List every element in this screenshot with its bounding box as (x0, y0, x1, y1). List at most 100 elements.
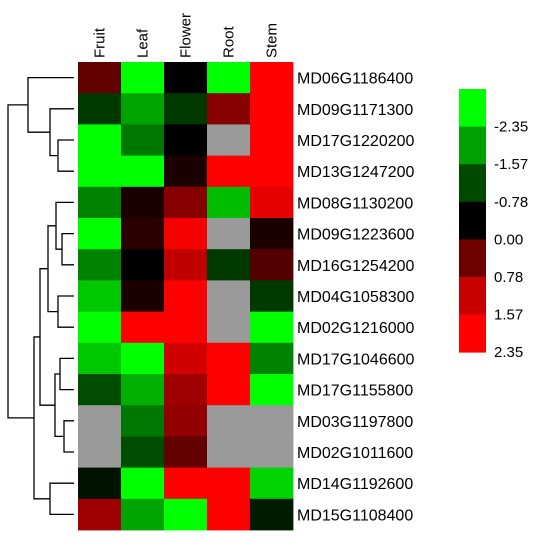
heatmap-cell (164, 186, 208, 219)
legend-label: 0.78 (494, 269, 523, 286)
legend-swatch (459, 164, 486, 203)
color-legend: -2.35 -1.57 -0.78 0.00 0.78 1.57 2.35 (459, 89, 528, 361)
heatmap-cell (121, 405, 165, 437)
heatmap-cell (78, 436, 122, 468)
dendrogram-branch (57, 295, 74, 328)
heatmap-cell (207, 62, 251, 94)
heatmap-cell (121, 62, 165, 94)
row-label: MD02G1011600 (297, 445, 413, 462)
row-label: MD09G1223600 (297, 227, 415, 244)
legend-swatch (459, 126, 486, 165)
heatmap-cell (78, 155, 122, 188)
heatmap-cell (78, 62, 122, 94)
heatmap-cell (164, 62, 208, 94)
heatmap-cell (78, 311, 122, 344)
heatmap-cell (164, 93, 208, 125)
heatmap-cell (207, 467, 251, 500)
dendrogram-branch (57, 139, 74, 172)
heatmap-cell (164, 374, 208, 406)
heatmap-cell (78, 498, 122, 531)
heatmap-cell (78, 280, 122, 312)
column-label: Leaf (135, 28, 152, 58)
heatmap-cell (207, 374, 251, 406)
legend-label: -1.57 (494, 156, 528, 173)
dendrogram-branch (63, 420, 74, 453)
heatmap-cell (207, 342, 251, 375)
legend-swatch (459, 277, 486, 315)
heatmap-cell (207, 155, 251, 188)
row-labels: MD06G1186400 MD09G1171300 MD17G1220200 MD13… (297, 71, 415, 525)
legend-swatch (459, 314, 486, 353)
row-label: MD06G1186400 (297, 71, 413, 88)
heatmap-cell (78, 93, 122, 125)
legend-label: 2.35 (494, 344, 523, 361)
heatmap-cell (78, 467, 122, 500)
heatmap-cell (207, 311, 251, 344)
row-label: MD04G1058300 (297, 289, 415, 306)
heatmap-cell (207, 498, 251, 531)
heatmap-cell (207, 436, 251, 468)
heatmap-cell (164, 342, 208, 375)
row-dendrogram (7, 76, 74, 516)
heatmap-cell (78, 374, 122, 406)
row-label: MD17G1155800 (297, 383, 413, 400)
dendrogram-branch (59, 357, 74, 391)
heatmap-cell (250, 62, 294, 94)
heatmap-cell (164, 155, 208, 188)
heatmap-cell (250, 498, 294, 531)
column-label: Flower (178, 13, 195, 58)
heatmap-cell (121, 498, 165, 531)
dendrogram-branch (61, 232, 74, 266)
column-label: Root (221, 25, 238, 58)
heatmap-cell (121, 124, 165, 156)
heatmap-cell (121, 186, 165, 219)
heatmap-cell (250, 155, 294, 188)
heatmap-cell (78, 405, 122, 437)
heatmap-cell (121, 436, 165, 468)
heatmap-cell (121, 467, 165, 500)
legend-label: 0.00 (494, 231, 523, 248)
heatmap-cell (78, 342, 122, 375)
heatmap-cell (121, 311, 165, 344)
row-label: MD08G1130200 (297, 195, 413, 212)
heatmap-cell (250, 311, 294, 344)
row-label: MD17G1046600 (297, 351, 415, 368)
heatmap-cell (164, 280, 208, 312)
heatmap-cell (121, 93, 165, 125)
row-label: MD03G1197800 (297, 414, 413, 431)
heatmap-cell (207, 405, 251, 437)
heatmap-cell (207, 93, 251, 125)
dendrogram-branch (49, 108, 74, 157)
heatmap-cell (78, 218, 122, 250)
heatmap-cell (164, 405, 208, 437)
heatmap-cell (250, 218, 294, 250)
row-label: MD16G1254200 (297, 258, 415, 275)
legend-swatch (459, 89, 486, 127)
heatmap-cell (250, 467, 294, 500)
row-label: MD15G1108400 (297, 507, 413, 524)
heatmap-cell (250, 405, 294, 437)
column-label: Fruit (92, 27, 109, 58)
heatmap-cell (250, 436, 294, 468)
dendrogram-branch (27, 76, 74, 133)
dendrogram-branch (7, 104, 34, 419)
heatmap-cell (164, 311, 208, 344)
dendrogram-branch (55, 201, 74, 250)
heatmap-cell (250, 186, 294, 219)
heatmap-cell (164, 436, 208, 468)
heatmap-cell (164, 249, 208, 281)
heatmap-cell (250, 249, 294, 281)
heatmap-cell (121, 374, 165, 406)
dendrogram-branch (33, 336, 50, 500)
heatmap-cell (164, 218, 208, 250)
legend-label: 1.57 (494, 307, 523, 324)
heatmap-cell (164, 124, 208, 156)
heatmap-cell (250, 374, 294, 406)
row-label: MD17G1220200 (297, 133, 415, 150)
heatmap-cell (78, 249, 122, 281)
row-label: MD14G1192600 (297, 476, 413, 493)
heatmap-cell (121, 342, 165, 375)
heatmap-cell (121, 249, 165, 281)
heatmap-cells (78, 62, 294, 531)
